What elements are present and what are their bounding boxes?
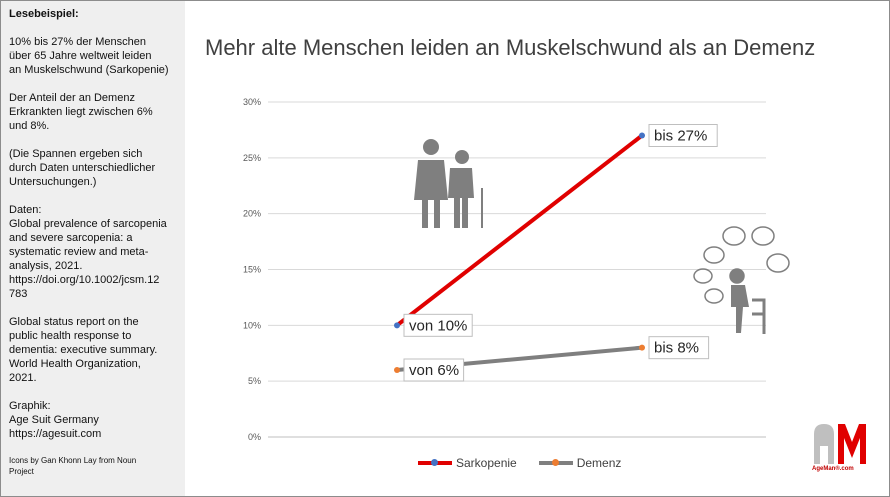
sidebar-line: systematic review and meta- [9,246,149,258]
data-point [394,367,400,373]
logo-text: AgeMan®.com [812,466,854,472]
legend-marker [551,459,559,466]
sidebar-line: (Die Spannen ergeben sich [9,148,143,160]
credit-line: Icons by Gan Khonn Lay from Noun [9,456,137,465]
y-tick-label: 0% [248,432,261,442]
chart-title: Mehr alte Menschen leiden an Muskelschwu… [205,35,816,60]
sidebar-line: an Muskelschwund (Sarkopenie) [9,64,169,76]
sidebar-line: analysis, 2021. [9,260,83,272]
series-line-sarkopenie [395,133,644,327]
sidebar-line: Erkrankten liegt zwischen 6% [9,106,153,118]
y-tick-label: 15% [243,265,261,275]
legend-entry: Sarkopenie [418,456,517,470]
legend-marker [431,459,438,466]
legend-label: Demenz [576,456,622,470]
y-tick-label: 20% [243,209,261,219]
y-tick-label: 30% [243,97,261,107]
sidebar-line: https://agesuit.com [9,428,102,440]
y-tick-label: 10% [243,320,261,330]
sidebar-line: dementia: executive summary. [9,344,158,356]
sidebar-line: durch Daten unterschiedlicher [9,162,156,174]
sidebar-line: https://doi.org/10.1002/jcsm.12 [9,274,160,286]
icon-credits: Icons by Gan Khonn Lay from Noun Project [9,455,179,477]
legend-entry: Demenz [538,456,622,470]
elderly-couple-icon [414,139,483,228]
sidebar-line: and severe sarcopenia: a [9,232,133,244]
data-point [639,344,645,351]
data-point [639,132,645,139]
data-label: von 6% [409,362,459,379]
y-tick-label: 5% [248,376,261,386]
data-label-box [648,124,718,147]
thinking-person-icon [693,226,790,334]
data-label: bis 8% [654,340,699,357]
sidebar-line: World Health Organization, [9,358,141,370]
info-sidebar: Lesebeispiel: 10% bis 27% der Menschen üb… [1,1,185,496]
sidebar-line: Global prevalence of sarcopenia [9,218,167,230]
data-label: bis 27% [654,128,707,145]
credit-line: Project [9,467,34,476]
sidebar-paragraph: Graphik: Age Suit Germany https://agesuit.… [9,399,179,441]
sidebar-line: 783 [9,288,28,300]
sidebar-line: 2021. [9,372,37,384]
sidebar-line: Untersuchungen.) [9,176,97,188]
sidebar-line: und 8%. [9,120,50,132]
sidebar-line: über 65 Jahre weltweit leiden [9,50,152,62]
sidebar-line: Age Suit Germany [9,414,99,426]
data-label-box [403,358,465,382]
sidebar-line: 10% bis 27% der Menschen [9,36,146,48]
sidebar-line: Der Anteil der an Demenz [9,92,135,104]
data-label-box [403,313,473,337]
y-tick-label: 25% [243,153,261,163]
legend-swatch [538,459,573,466]
sidebar-paragraph: Global status report on the public health… [9,315,179,385]
ageman-logo [814,424,866,464]
sidebar-paragraph: (Die Spannen ergeben sich durch Daten unt… [9,147,179,189]
legend-label: Sarkopenie [456,456,517,470]
sidebar-line: Graphik: [9,400,51,412]
data-label: von 10% [409,317,467,334]
sidebar-line: Global status report on the [9,316,139,328]
legend-swatch [418,459,452,466]
sidebar-paragraph: 10% bis 27% der Menschen über 65 Jahre we… [9,35,179,77]
sidebar-heading: Lesebeispiel: [9,8,79,20]
sidebar-line: public health response to [9,330,132,342]
sidebar-paragraph: Der Anteil der an Demenz Erkrankten liegt… [9,91,179,133]
chart-legend: Sarkopenie Demenz [418,456,621,470]
data-point [394,322,400,329]
sidebar-paragraph: Daten: Global prevalence of sarcopenia and… [9,203,179,301]
data-label-box [648,336,710,360]
sidebar-line: Daten: [9,204,42,216]
